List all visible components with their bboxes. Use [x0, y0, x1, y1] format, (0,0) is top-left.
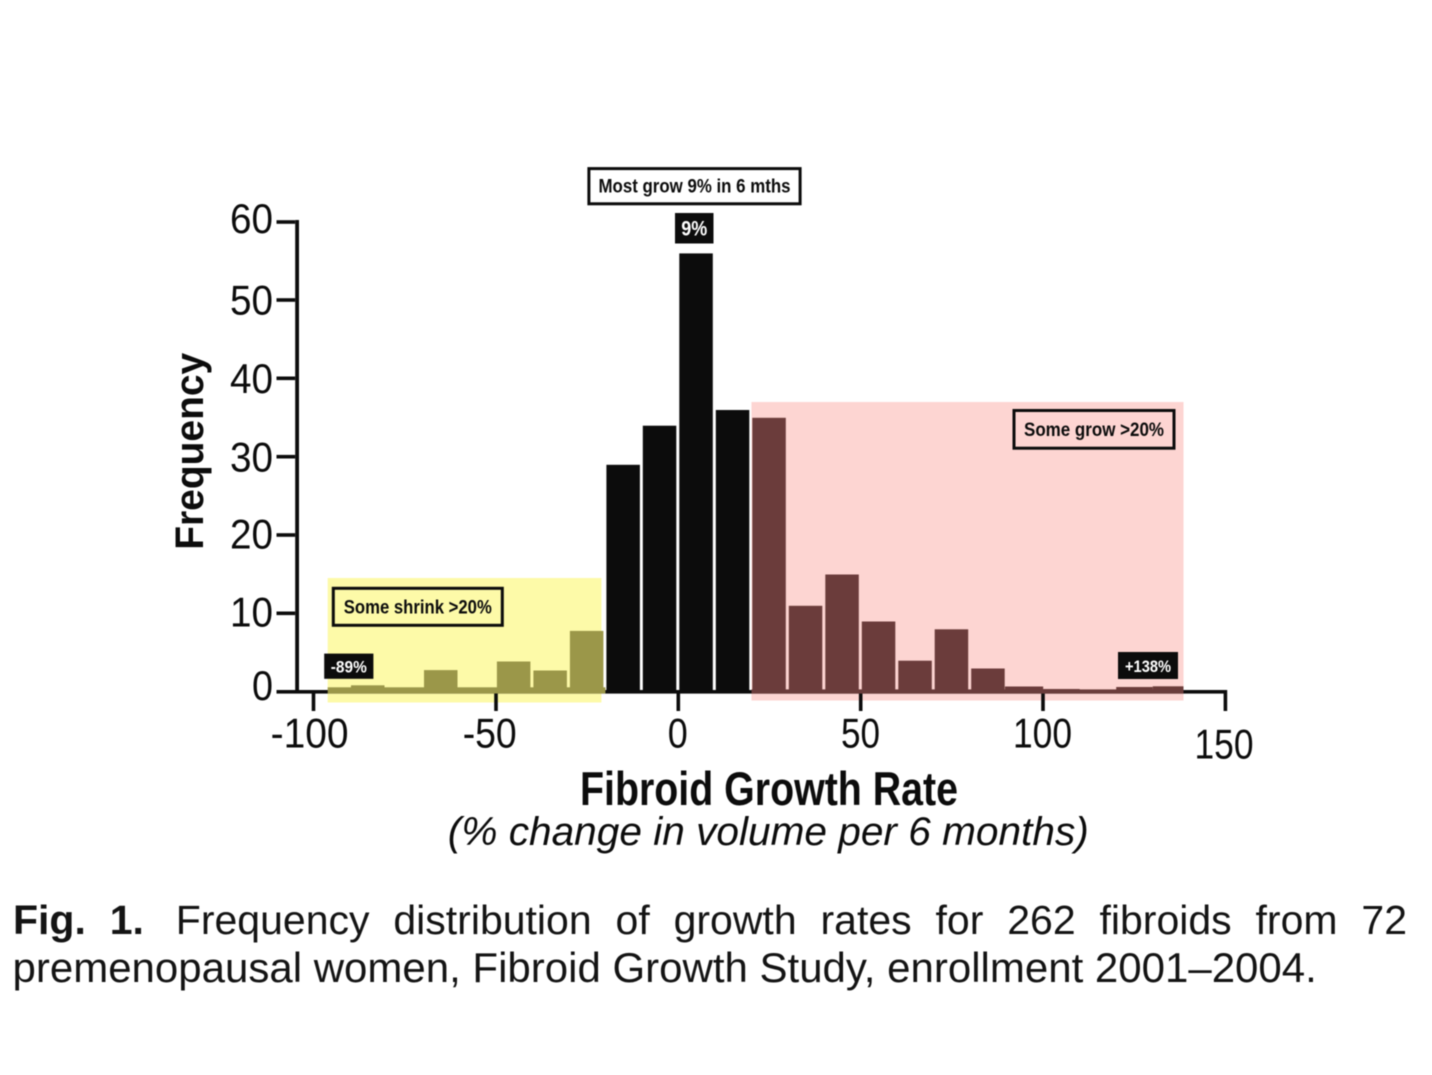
- svg-text:0: 0: [668, 710, 688, 757]
- svg-text:50: 50: [230, 276, 273, 323]
- svg-text:Frequency: Frequency: [168, 352, 212, 550]
- svg-text:Most grow 9% in 6 mths: Most grow 9% in 6 mths: [599, 177, 791, 198]
- svg-text:9%: 9%: [681, 218, 707, 241]
- svg-text:Some shrink >20%: Some shrink >20%: [344, 598, 492, 619]
- svg-text:60: 60: [230, 195, 273, 242]
- svg-text:50: 50: [841, 710, 880, 757]
- svg-text:10: 10: [230, 588, 273, 635]
- svg-text:+138%: +138%: [1125, 657, 1171, 676]
- svg-text:Fibroid Growth Rate: Fibroid Growth Rate: [580, 762, 958, 815]
- svg-text:-89%: -89%: [331, 658, 367, 677]
- svg-text:30: 30: [230, 433, 273, 480]
- svg-text:(% change in volume per 6 mont: (% change in volume per 6 months): [448, 810, 1089, 854]
- svg-text:0: 0: [252, 662, 273, 709]
- svg-text:-50: -50: [463, 710, 517, 757]
- svg-text:150: 150: [1195, 721, 1254, 768]
- svg-text:100: 100: [1013, 710, 1072, 757]
- svg-text:-100: -100: [271, 710, 349, 757]
- svg-text:40: 40: [230, 355, 273, 402]
- svg-text:Some grow >20%: Some grow >20%: [1024, 420, 1164, 441]
- svg-text:20: 20: [230, 511, 273, 558]
